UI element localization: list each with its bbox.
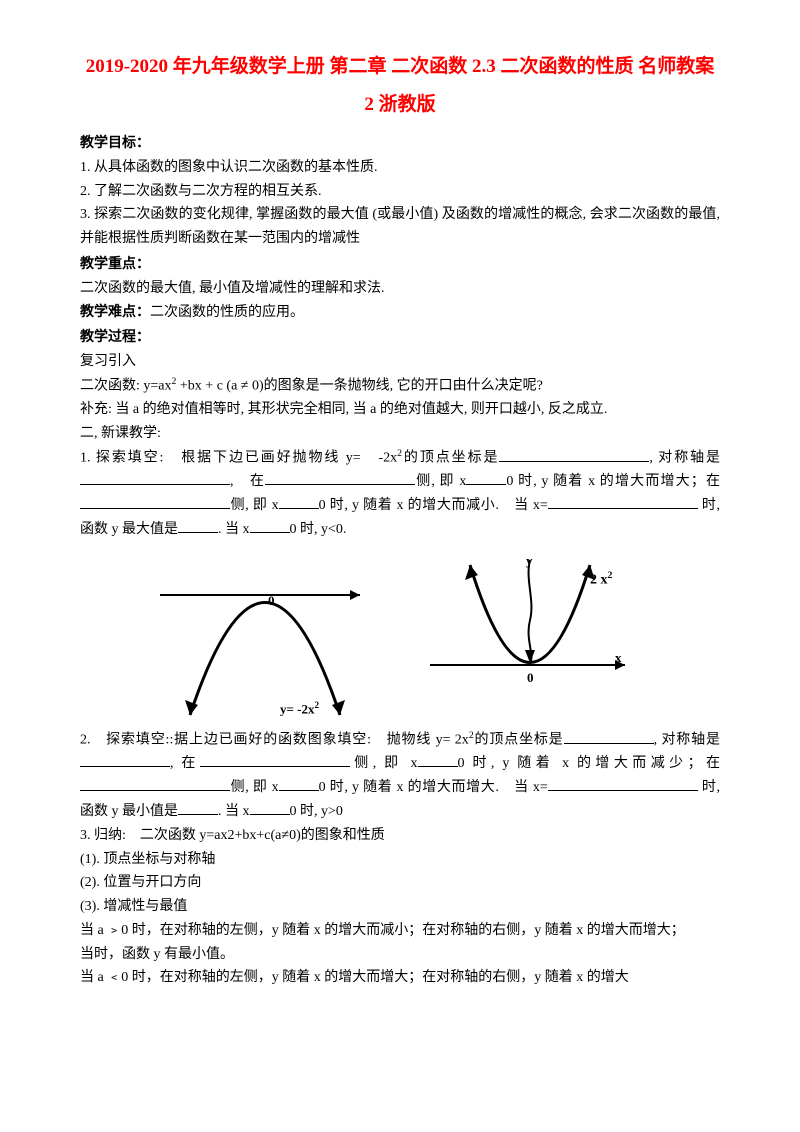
difficulty-text: 二次函数的性质的应用。 [150,305,304,320]
ef1-b: 的顶点坐标是 [402,451,499,466]
graph1-origin-label: 0 [268,590,275,612]
blank-field [178,518,218,533]
keypoint-text: 二次函数的最大值, 最小值及增减性的理解和求法. [80,277,720,301]
objective-3: 3. 探索二次函数的变化规律, 掌握函数的最大值 (或最小值) 及函数的增减性的… [80,203,720,251]
blank-field [200,752,350,767]
summary-3: (3). 增减性与最值 [80,895,720,919]
blank-field [466,470,506,485]
blank-field [265,470,415,485]
blank-field [80,752,170,767]
blank-field [80,494,230,509]
blank-field [279,776,319,791]
ef1-e: 侧, 即 x [415,474,466,489]
section-keypoint-head: 教学重点： [80,253,720,277]
process-supplement: 补充: 当 a 的绝对值相等时, 其形状完全相同, 当 a 的绝对值越大, 则开… [80,398,720,422]
blank-field [250,518,290,533]
blank-field [250,800,290,815]
exponent-2: 2 [608,570,613,581]
ef1-j: . 当 x [218,522,250,537]
section-difficulty-head: 教学难点： [80,305,150,320]
ef2-k: 0 时, y>0 [290,804,343,819]
blank-field [548,494,698,509]
blank-field [279,494,319,509]
graph2-origin-label: 0 [527,667,534,689]
ef1-a: 1. 探索填空: 根据下边已画好抛物线 y= -2x [80,451,397,466]
parabola-down-svg [150,550,380,720]
ef2-b: 的顶点坐标是 [474,733,564,748]
ef1-d: , 在 [230,474,265,489]
graph-upward-parabola: y x 0 2 x2 [420,550,650,720]
graph2-eq-label: 2 x2 [590,568,612,592]
explore-fill-1: 1. 探索填空: 根据下边已画好抛物线 y= -2x2的顶点坐标是, 对称轴是,… [80,446,720,542]
objective-1: 1. 从具体函数的图象中认识二次函数的基本性质. [80,156,720,180]
ef1-h: 0 时, y 随着 x 的增大而减小. 当 x= [319,498,548,513]
graph-downward-parabola: 0 y= -2x2 [150,550,380,720]
summary-min: 当时，函数 y 有最小值。 [80,943,720,967]
graph1-eq-label: y= -2x2 [280,698,319,720]
blank-field [80,776,230,791]
process-review: 复习引入 [80,350,720,374]
ef2-a: 2. 探索填空::据上边已画好的函数图象填空: 抛物线 y= 2x [80,733,469,748]
ef2-h: 0 时, y 随着 x 的增大而增大. 当 x= [319,780,548,795]
ef2-f: 0 时, y 随着 x 的增大而减少；在 [458,756,720,771]
graphs-row: 0 y= -2x2 y x 0 2 x2 [80,550,720,720]
graph2-y-label: y [526,550,533,572]
summary-head: 3. 归纳: 二次函数 y=ax2+bx+c(a≠0)的图象和性质 [80,824,720,848]
exponent-2: 2 [315,700,320,710]
document-title: 2019-2020 年九年级数学上册 第二章 二次函数 2.3 二次函数的性质 … [80,48,720,124]
ef1-f: 0 时, y 随着 x 的增大而增大；在 [506,474,720,489]
ef2-c: , 对称轴是 [654,733,720,748]
section-process-head: 教学过程： [80,326,720,350]
section-objectives-head: 教学目标： [80,132,720,156]
ef1-g: 侧, 即 x [230,498,279,513]
explore-fill-2: 2. 探索填空::据上边已画好的函数图象填空: 抛物线 y= 2x2的顶点坐标是… [80,728,720,824]
ef2-j: . 当 x [218,804,250,819]
blank-field [564,729,654,744]
objective-2: 2. 了解二次函数与二次方程的相互关系. [80,180,720,204]
ef1-k: 0 时, y<0. [290,522,347,537]
ef2-d: , 在 [170,756,200,771]
blank-field [80,470,230,485]
graph2-x-label: x [615,647,622,669]
blank-field [548,776,698,791]
blank-field [499,447,649,462]
blank-field [178,800,218,815]
blank-field [418,752,458,767]
summary-2: (2). 位置与开口方向 [80,871,720,895]
ef2-g: 侧, 即 x [230,780,279,795]
summary-a-negative: 当 a ﹤0 时，在对称轴的左侧，y 随着 x 的增大而增大；在对称轴的右侧，y… [80,966,720,990]
section-difficulty-line: 教学难点：二次函数的性质的应用。 [80,301,720,325]
ef2-e: 侧, 即 x [350,756,418,771]
ef1-c: , 对称轴是 [649,451,720,466]
process-quadratic-def: 二次函数: y=ax2 +bx + c (a ≠ 0)的图象是一条抛物线, 它的… [80,374,720,398]
summary-a-positive: 当 a ﹥0 时，在对称轴的左侧，y 随着 x 的增大而减小；在对称轴的右侧，y… [80,919,720,943]
summary-1: (1). 顶点坐标与对称轴 [80,848,720,872]
quadratic-def-a: 二次函数: y=ax [80,379,172,394]
process-newlesson: 二, 新课教学: [80,422,720,446]
parabola-up-svg [420,550,650,720]
quadratic-def-b: +bx + c (a ≠ 0)的图象是一条抛物线, 它的开口由什么决定呢? [176,379,542,394]
document-page: 2019-2020 年九年级数学上册 第二章 二次函数 2.3 二次函数的性质 … [0,0,800,1030]
